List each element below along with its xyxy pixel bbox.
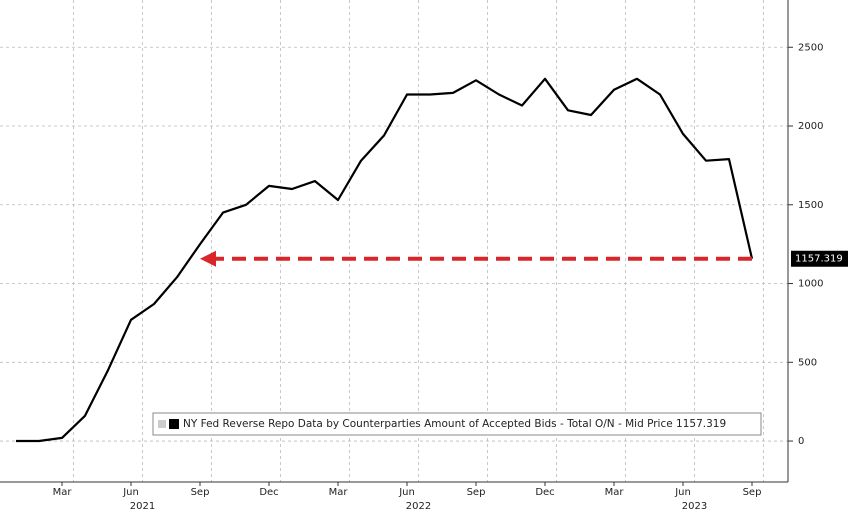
y-tick-label: 500 [798, 357, 817, 368]
y-tick-label: 2500 [798, 42, 823, 53]
x-tick-label: Mar [53, 487, 73, 498]
x-tick-label: Mar [605, 487, 625, 498]
y-tick-label: 0 [798, 436, 804, 447]
legend-swatch [158, 420, 166, 428]
x-tick-label: Dec [535, 487, 554, 498]
x-tick-label: Mar [329, 487, 349, 498]
last-value-label: 1157.319 [795, 254, 843, 265]
arrow-head [200, 250, 216, 267]
x-tick-label: Jun [398, 487, 415, 498]
year-label: 2022 [406, 501, 431, 510]
x-tick-label: Jun [674, 487, 691, 498]
y-tick-label: 2000 [798, 121, 823, 132]
legend-label: NY Fed Reverse Repo Data by Counterparti… [183, 418, 726, 430]
last-value-tag [791, 250, 848, 267]
line-series [16, 77, 754, 443]
x-tick-label: Sep [467, 487, 486, 498]
x-tick-label: Dec [259, 487, 278, 498]
legend-swatch [169, 419, 179, 429]
x-tick-label: Sep [191, 487, 210, 498]
year-label: 2023 [682, 501, 707, 510]
y-tick-label: 1500 [798, 200, 823, 211]
x-tick-label: Sep [743, 487, 762, 498]
legend-box [152, 412, 762, 436]
year-label: 2021 [130, 501, 155, 510]
x-tick-label: Jun [122, 487, 139, 498]
y-tick-label: 1000 [798, 279, 823, 290]
